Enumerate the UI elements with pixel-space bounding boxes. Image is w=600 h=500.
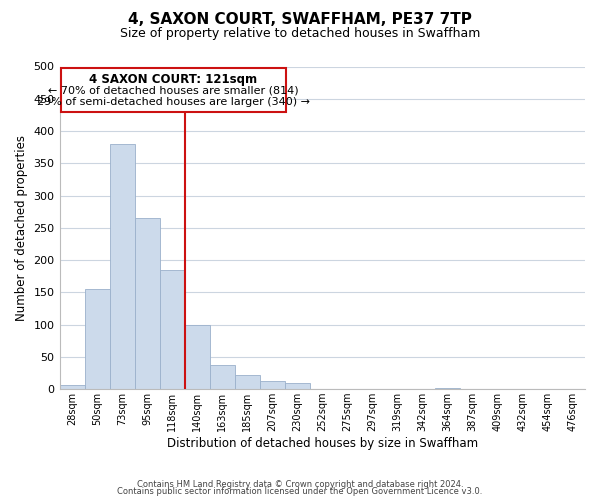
Bar (209, 366, 235, 389)
Text: Contains public sector information licensed under the Open Government Licence v3: Contains public sector information licen… (118, 488, 482, 496)
Bar (285, 384, 310, 389)
FancyBboxPatch shape (61, 68, 286, 112)
Bar (134, 218, 160, 389)
Y-axis label: Number of detached properties: Number of detached properties (15, 135, 28, 321)
Bar (110, 144, 134, 389)
Text: Size of property relative to detached houses in Swaffham: Size of property relative to detached ho… (120, 28, 480, 40)
Text: 4, SAXON COURT, SWAFFHAM, PE37 7TP: 4, SAXON COURT, SWAFFHAM, PE37 7TP (128, 12, 472, 28)
Text: Contains HM Land Registry data © Crown copyright and database right 2024.: Contains HM Land Registry data © Crown c… (137, 480, 463, 489)
Bar (160, 270, 185, 389)
Text: 29% of semi-detached houses are larger (340) →: 29% of semi-detached houses are larger (… (37, 98, 310, 108)
Bar (185, 324, 209, 389)
Text: ← 70% of detached houses are smaller (814): ← 70% of detached houses are smaller (81… (48, 86, 299, 96)
Text: 4 SAXON COURT: 121sqm: 4 SAXON COURT: 121sqm (89, 73, 257, 86)
Bar (85, 289, 110, 389)
Bar (435, 388, 460, 389)
Bar (59, 386, 85, 389)
Bar (235, 375, 260, 389)
Bar (260, 381, 285, 389)
X-axis label: Distribution of detached houses by size in Swaffham: Distribution of detached houses by size … (167, 437, 478, 450)
